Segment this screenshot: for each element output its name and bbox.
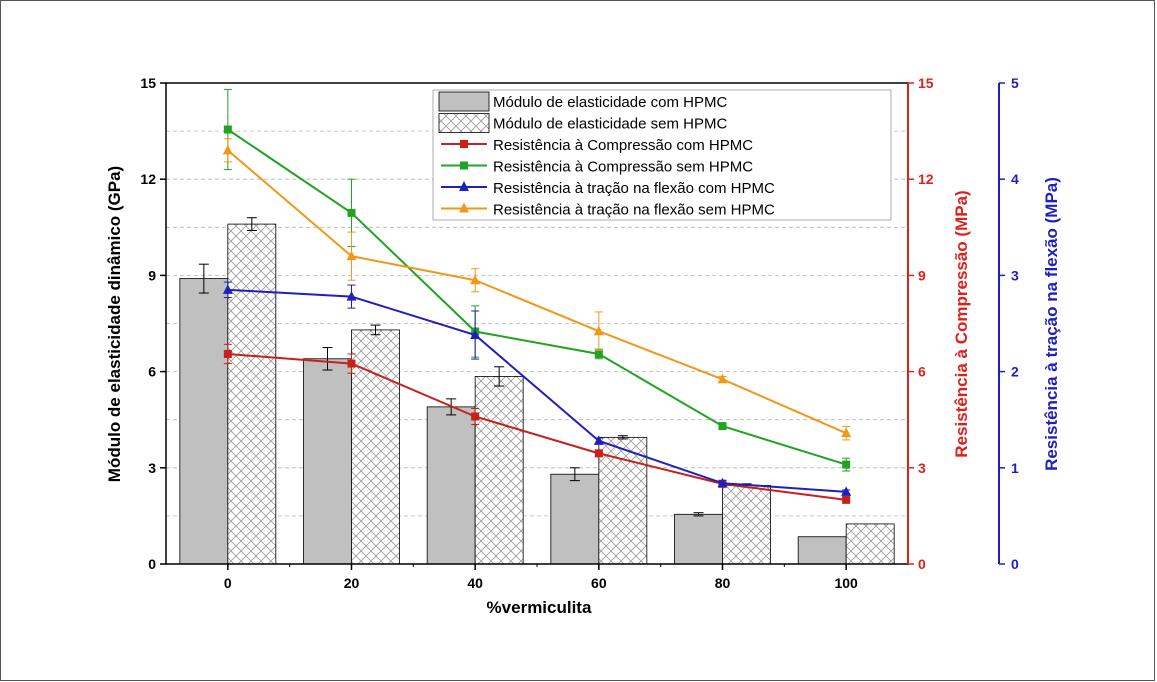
x-axis-tick-label: 0 xyxy=(224,575,232,591)
line-point xyxy=(842,460,851,469)
right-axis-tick-label-flexural: 1 xyxy=(1011,460,1019,476)
bar xyxy=(674,513,723,565)
line-point xyxy=(717,477,728,488)
right-axis-tick-label-compression: 3 xyxy=(918,460,926,476)
line-point xyxy=(718,422,727,431)
bar xyxy=(598,436,648,565)
legend-label: Módulo de elasticidade com HPMC xyxy=(493,94,727,111)
bar xyxy=(845,523,895,565)
left-axis-tick-label: 15 xyxy=(140,75,156,91)
right-y-axis-label-flexural: Resistência à tração na flexão (MPa) xyxy=(1042,177,1061,471)
legend-label: Resistência à tração na flexão sem HPMC xyxy=(493,202,775,219)
bar xyxy=(179,278,229,565)
bar xyxy=(474,376,524,565)
legend-box xyxy=(432,89,892,221)
right-axis-tick-label-flexural: 3 xyxy=(1011,267,1019,283)
line-point xyxy=(593,325,604,336)
legend-marker xyxy=(459,181,469,191)
x-axis-tick-label: 40 xyxy=(467,575,483,591)
line-point xyxy=(470,329,481,340)
bar xyxy=(550,473,600,565)
bar xyxy=(351,329,400,565)
legend-label: Resistência à Compressão com HPMC xyxy=(493,137,753,154)
left-axis-tick-label: 3 xyxy=(148,460,156,476)
x-axis-tick-label: 20 xyxy=(344,575,360,591)
bar xyxy=(227,223,277,565)
x-axis-tick-label: 60 xyxy=(591,575,607,591)
right-axis-tick-label-compression: 9 xyxy=(918,267,926,283)
bar-series-layer xyxy=(179,217,895,565)
bar xyxy=(303,358,352,565)
chart-legend: Módulo de elasticidade com HPMC Módulo de… xyxy=(432,89,892,221)
left-axis-tick-label: 9 xyxy=(148,267,156,283)
line-point xyxy=(841,427,852,438)
right-axis-tick-label-compression: 0 xyxy=(918,556,926,572)
legend-marker xyxy=(460,140,468,148)
right-axis-tick-label-flexural: 0 xyxy=(1011,556,1019,572)
line-series-layer xyxy=(222,88,852,504)
line-point xyxy=(223,125,232,134)
legend-label: Resistência à Compressão sem HPMC xyxy=(493,159,753,176)
line-point xyxy=(593,435,604,445)
line-point xyxy=(594,349,603,358)
left-axis-tick-label: 6 xyxy=(148,364,156,380)
legend-swatch xyxy=(438,91,490,112)
bar xyxy=(426,406,476,565)
x-axis-tick-label: 80 xyxy=(715,575,731,591)
left-y-axis-label: Módulo de elasticidade dinâmico (GPa) xyxy=(105,166,124,482)
line-point xyxy=(222,144,233,155)
line-point xyxy=(470,274,481,285)
legend-swatch xyxy=(438,113,490,133)
left-axis-tick-label: 0 xyxy=(148,556,156,572)
line-point xyxy=(346,291,357,301)
bar xyxy=(722,485,771,565)
right-y-axis-label-compression: Resistência à Compressão (MPa) xyxy=(952,190,971,457)
right-axis-tick-label-flexural: 5 xyxy=(1011,75,1019,91)
legend-label: Resistência à tração na flexão com HPMC xyxy=(493,180,775,197)
right-axis-tick-label-flexural: 4 xyxy=(1011,171,1019,187)
bar xyxy=(797,536,847,565)
line-point xyxy=(223,349,232,358)
x-axis-tick-label: 100 xyxy=(834,575,858,591)
right-axis-tick-label-compression: 12 xyxy=(918,171,934,187)
line-point xyxy=(594,449,603,458)
right-axis-tick-label-flexural: 2 xyxy=(1011,364,1019,380)
line-point xyxy=(222,284,233,294)
line-point xyxy=(717,373,728,384)
series-line xyxy=(227,288,847,493)
legend-marker xyxy=(460,161,468,170)
series-line xyxy=(227,352,847,501)
x-axis-label: %vermiculita xyxy=(487,598,592,617)
right-axis-tick-label-compression: 15 xyxy=(918,75,934,91)
right-axis-tick-label-compression: 6 xyxy=(918,364,926,380)
line-point xyxy=(347,359,356,368)
line-point xyxy=(842,495,851,504)
line-point xyxy=(841,486,852,496)
legend-marker xyxy=(459,202,469,213)
series-line xyxy=(227,149,847,435)
line-point xyxy=(346,250,357,261)
line-point xyxy=(347,208,356,217)
line-point xyxy=(471,412,480,421)
legend-label: Módulo de elasticidade sem HPMC xyxy=(493,116,727,133)
series-line xyxy=(227,128,847,466)
left-axis-tick-label: 12 xyxy=(140,171,156,187)
